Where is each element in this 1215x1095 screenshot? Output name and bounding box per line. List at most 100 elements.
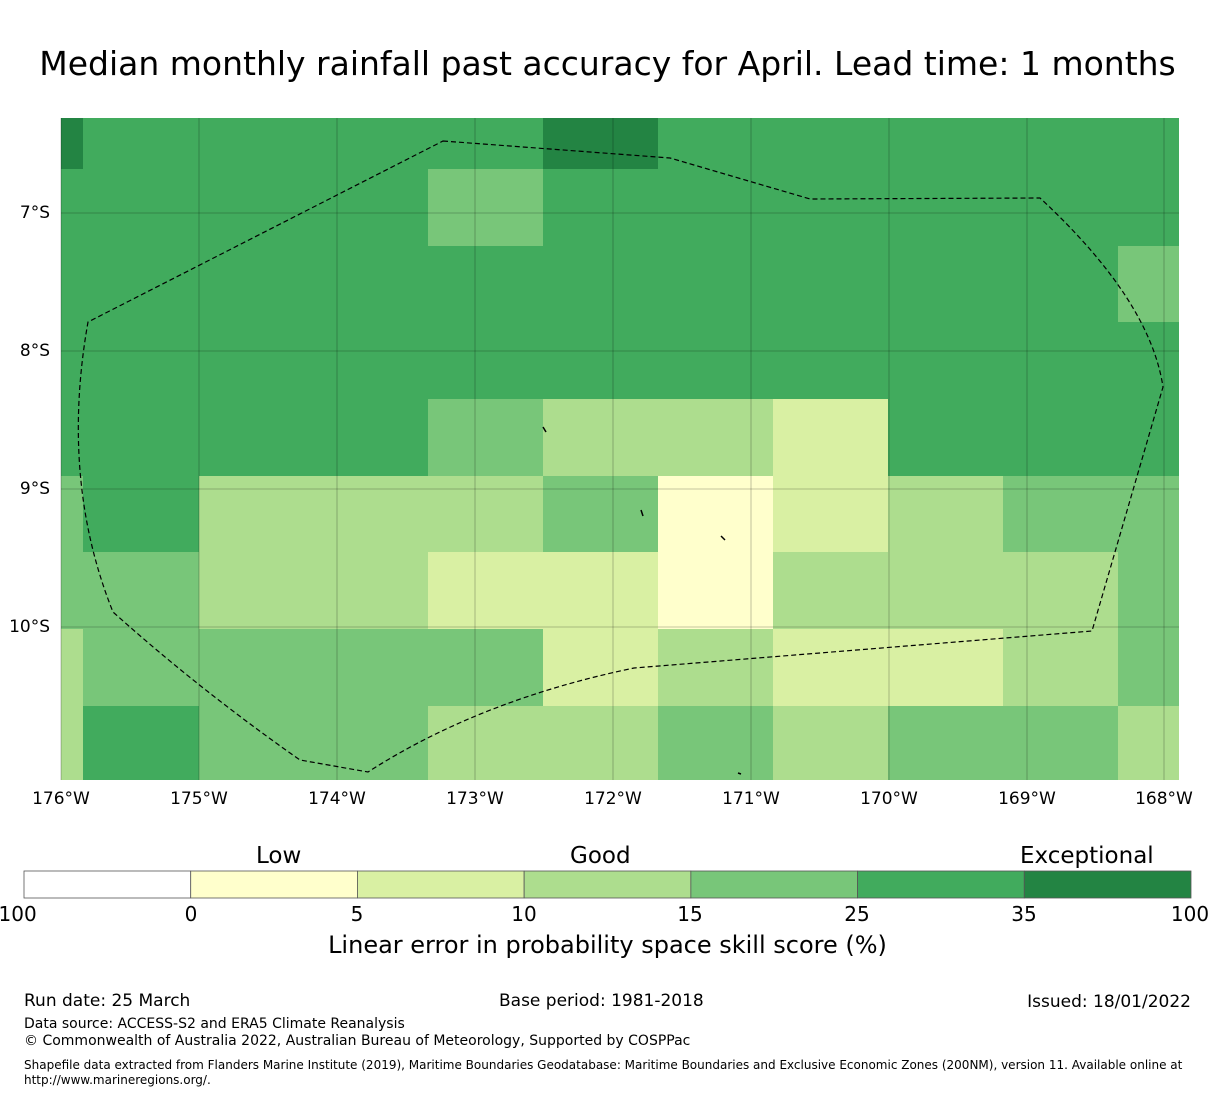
skill-cell: [428, 629, 543, 706]
skill-cell: [773, 169, 888, 246]
skill-cell: [1003, 246, 1118, 322]
colorbar-tick: 25: [844, 902, 870, 926]
skill-cell: [888, 476, 1003, 552]
skill-cell: [773, 629, 888, 706]
skill-cell: [61, 476, 83, 552]
lon-label: 168°W: [1135, 789, 1193, 809]
island-mark: [640, 509, 644, 517]
skill-cell: [199, 706, 428, 780]
skill-cell: [199, 399, 428, 476]
skill-cell: [1003, 476, 1118, 552]
skill-cell: [428, 552, 543, 629]
skill-cell: [543, 322, 658, 399]
skill-cell: [1118, 706, 1179, 780]
skill-cell: [61, 629, 83, 706]
lon-label: 176°W: [32, 789, 90, 809]
skill-cell: [1003, 169, 1118, 246]
skill-cell: [1118, 169, 1179, 246]
skill-cell: [888, 246, 1003, 322]
graticule: [60, 118, 1179, 780]
eez-boundary: [77, 140, 1164, 773]
skill-cell: [543, 706, 658, 780]
skill-cell: [773, 706, 888, 780]
skill-cell: [658, 246, 773, 322]
skill-cell: [1118, 118, 1179, 169]
skill-cell: [1003, 629, 1118, 706]
island-mark: [737, 772, 742, 775]
lon-label: 173°W: [446, 789, 504, 809]
skill-cell: [428, 246, 543, 322]
skill-cell: [543, 246, 658, 322]
skill-grid-cells: [61, 118, 1179, 780]
colorbar-segment: [23, 870, 192, 899]
skill-cell: [1003, 706, 1118, 780]
skill-cell: [83, 169, 199, 246]
skill-cell: [888, 629, 1003, 706]
skill-cell: [428, 322, 543, 399]
skill-cell: [199, 476, 428, 552]
skill-cell: [199, 118, 428, 169]
skill-cell: [888, 706, 1003, 780]
skill-cell: [1118, 552, 1179, 629]
colorbar-category-exceptional: Exceptional: [1020, 843, 1154, 869]
skill-cell: [1118, 476, 1179, 552]
colorbar-segment: [1023, 870, 1192, 899]
skill-cell: [773, 322, 888, 399]
skill-cell: [658, 322, 773, 399]
skill-cell: [61, 246, 83, 322]
skill-cell: [61, 169, 83, 246]
lon-label: 175°W: [170, 789, 228, 809]
data-source: Data source: ACCESS-S2 and ERA5 Climate …: [24, 1016, 405, 1032]
skill-cell: [543, 476, 658, 552]
skill-cell: [543, 169, 658, 246]
skill-cell: [428, 118, 543, 169]
skill-cell: [83, 476, 199, 552]
skill-cell: [428, 476, 543, 552]
shapefile-note: Shapefile data extracted from Flanders M…: [24, 1058, 1183, 1087]
skill-cell: [428, 169, 543, 246]
lon-label: 171°W: [722, 789, 780, 809]
colorbar-tick: 100: [1170, 902, 1210, 926]
colorbar-bar: [23, 870, 1192, 899]
skill-cell: [888, 118, 1003, 169]
skill-cell: [888, 322, 1003, 399]
skill-cell: [83, 322, 199, 399]
skill-cell: [658, 552, 773, 629]
skill-cell: [773, 399, 888, 476]
skill-cell: [61, 552, 83, 629]
colorbar-tick: 0: [184, 902, 198, 926]
skill-cell: [543, 552, 658, 629]
colorbar-tick: -100: [0, 902, 37, 926]
skill-cell: [428, 399, 543, 476]
skill-cell: [1118, 629, 1179, 706]
skill-cell: [199, 629, 428, 706]
skill-cell: [658, 169, 773, 246]
lat-label: 7°S: [19, 203, 50, 223]
skill-cell: [199, 552, 428, 629]
colorbar-tick: 15: [677, 902, 703, 926]
colorbar-tick: 10: [511, 902, 537, 926]
skill-cell: [83, 629, 199, 706]
skill-cell: [83, 706, 199, 780]
lon-label: 169°W: [998, 789, 1056, 809]
skill-cell: [61, 118, 83, 169]
island-mark: [542, 426, 547, 433]
lat-label: 8°S: [19, 341, 50, 361]
colorbar-tick: 5: [350, 902, 364, 926]
base-period: Base period: 1981-2018: [499, 991, 704, 1011]
colorbar-segment: [190, 870, 358, 899]
colorbar-category-good: Good: [570, 843, 631, 869]
skill-cell: [1003, 322, 1118, 399]
colorbar-segment: [690, 870, 858, 899]
skill-cell: [83, 118, 199, 169]
island-mark: [720, 535, 726, 541]
skill-cell: [1003, 399, 1118, 476]
colorbar-label: Linear error in probability space skill …: [328, 931, 887, 959]
skill-cell: [61, 322, 83, 399]
skill-cell: [61, 706, 83, 780]
colorbar-segment: [857, 870, 1025, 899]
skill-cell: [83, 246, 199, 322]
skill-cell: [658, 399, 773, 476]
skill-cell: [428, 706, 543, 780]
colorbar-category-low: Low: [256, 843, 302, 869]
